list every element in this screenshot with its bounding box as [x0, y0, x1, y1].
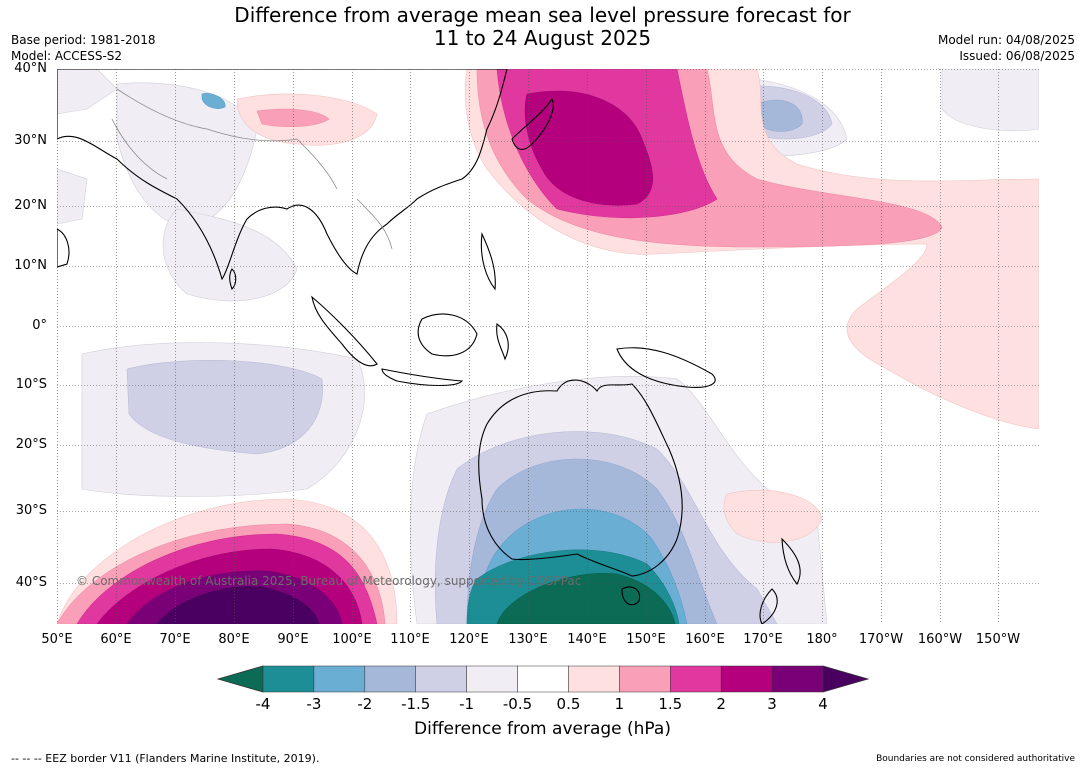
longitude-label: 90°E: [277, 632, 309, 647]
longitude-label: 50°E: [41, 632, 73, 647]
colorbar-cells: [216, 665, 870, 693]
map-gridlines: [57, 69, 1039, 624]
colorbar-cell: [517, 665, 569, 693]
longitude-label: 170°W: [858, 632, 904, 647]
longitude-label: 130°E: [508, 632, 548, 647]
colorbar-cell: [313, 665, 366, 693]
colorbar-tick-label: -1: [459, 695, 475, 713]
latitude-label: 30°S: [15, 503, 47, 518]
longitude-label: 120°E: [449, 632, 489, 647]
colorbar-cell: [720, 665, 773, 693]
latitude-label: 20°N: [14, 198, 47, 213]
colorbar-tick-label: 4: [818, 695, 828, 713]
base-period: Base period: 1981-2018: [11, 33, 156, 47]
colorbar-cell: [771, 665, 824, 693]
colorbar-title: Difference from average (hPa): [414, 719, 671, 739]
colorbar-tick-label: -2: [357, 695, 373, 713]
country-borders: [111, 88, 393, 250]
colorbar-cell: [670, 665, 722, 693]
coastlines: [57, 69, 801, 624]
eez-footnote: -- -- -- EEZ border V11 (Flanders Marine…: [11, 752, 320, 765]
longitude-label: 80°E: [218, 632, 250, 647]
pressure-anomaly-map: [57, 69, 1039, 624]
colorbar-cell: [568, 665, 620, 693]
latitude-label: 20°S: [15, 437, 47, 452]
latitude-label: 40°S: [15, 575, 47, 590]
latitude-label: 10°N: [14, 258, 47, 273]
colorbar-cell: [466, 665, 518, 693]
anomaly-pos-4: [156, 586, 320, 624]
colorbar-tick-label: 3: [767, 695, 777, 713]
map-svg: [57, 69, 1039, 624]
longitude-label: 180°: [806, 632, 838, 647]
issued-date: Issued: 06/08/2025: [959, 49, 1075, 63]
colorbar-tick-label: 0.5: [556, 695, 581, 713]
copyright-notice: © Commonwealth of Australia 2025, Bureau…: [76, 574, 582, 588]
meta-right: Model run: 04/08/2025 Issued: 06/08/2025: [938, 32, 1075, 64]
model-name: Model: ACCESS-S2: [11, 49, 123, 63]
colorbar-tick-label: 1.5: [658, 695, 683, 713]
colorbar-cell: [415, 665, 467, 693]
colorbar-tick-label: -3: [306, 695, 322, 713]
model-run: Model run: 04/08/2025: [937, 33, 1075, 47]
latitude-label: 40°N: [14, 61, 47, 76]
anomaly-neg-4: [496, 573, 676, 624]
boundaries-disclaimer: Boundaries are not considered authoritat…: [876, 754, 1075, 764]
colorbar-tick-label: -1.5: [401, 695, 431, 713]
latitude-label: 30°N: [14, 133, 47, 148]
longitude-label: 150°E: [626, 632, 666, 647]
colorbar-tick-label: -4: [255, 695, 271, 713]
colorbar-extend-high: [822, 665, 870, 693]
latitude-label: 0°: [32, 318, 47, 333]
longitude-label: 110°E: [390, 632, 430, 647]
longitude-label: 140°E: [567, 632, 607, 647]
colorbar-extend-low: [216, 665, 264, 693]
longitude-label: 70°E: [159, 632, 191, 647]
longitude-label: 60°E: [100, 632, 132, 647]
longitude-label: 160°W: [917, 632, 963, 647]
latitude-label: 10°S: [15, 377, 47, 392]
chart-title: Difference from average mean sea level p…: [0, 4, 1085, 50]
longitude-label: 160°E: [685, 632, 725, 647]
colorbar-tick-label: -0.5: [502, 695, 533, 713]
longitude-label: 170°E: [743, 632, 783, 647]
longitude-label: 100°E: [332, 632, 372, 647]
longitude-label: 150°W: [975, 632, 1021, 647]
title-line-1: Difference from average mean sea level p…: [234, 3, 851, 27]
colorbar-tick-label: 1: [614, 695, 625, 713]
title-line-2: 11 to 24 August 2025: [433, 26, 652, 50]
colorbar-tick-label: 2: [716, 695, 726, 713]
meta-left: Base period: 1981-2018 Model: ACCESS-S2: [11, 32, 156, 64]
colorbar-cell: [364, 665, 416, 693]
colorbar-cell: [262, 665, 315, 693]
colorbar-cell: [619, 665, 671, 693]
